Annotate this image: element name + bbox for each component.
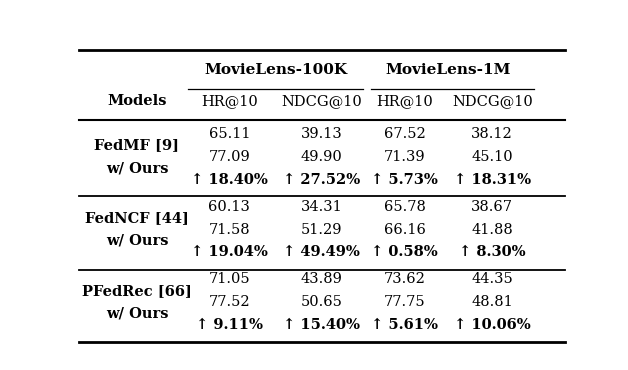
Text: ↑ 49.49%: ↑ 49.49% [283,245,360,259]
Text: MovieLens-100K: MovieLens-100K [204,63,347,77]
Text: ↑ 18.31%: ↑ 18.31% [453,173,531,187]
Text: 77.52: 77.52 [208,295,250,309]
Text: 44.35: 44.35 [472,272,513,286]
Text: FedNCF [44]: FedNCF [44] [85,211,189,225]
Text: 60.13: 60.13 [208,200,251,214]
Text: ↑ 0.58%: ↑ 0.58% [371,245,438,259]
Text: ↑ 8.30%: ↑ 8.30% [459,245,526,259]
Text: 39.13: 39.13 [301,127,343,141]
Text: 66.16: 66.16 [384,223,426,236]
Text: 71.58: 71.58 [208,223,250,236]
Text: 43.89: 43.89 [301,272,343,286]
Text: 73.62: 73.62 [384,272,426,286]
Text: ↑ 5.61%: ↑ 5.61% [371,318,438,332]
Text: 48.81: 48.81 [472,295,513,309]
Text: HR@10: HR@10 [376,94,433,108]
Text: HR@10: HR@10 [201,94,257,108]
Text: w/ Ours: w/ Ours [106,161,168,175]
Text: NDCG@10: NDCG@10 [281,94,362,108]
Text: ↑ 19.04%: ↑ 19.04% [191,245,268,259]
Text: 50.65: 50.65 [301,295,343,309]
Text: 71.05: 71.05 [208,272,250,286]
Text: Models: Models [107,94,166,108]
Text: 45.10: 45.10 [472,150,513,164]
Text: 51.29: 51.29 [301,223,343,236]
Text: w/ Ours: w/ Ours [106,234,168,248]
Text: 65.78: 65.78 [384,200,426,214]
Text: ↑ 10.06%: ↑ 10.06% [454,318,531,332]
Text: 67.52: 67.52 [384,127,425,141]
Text: NDCG@10: NDCG@10 [452,94,533,108]
Text: ↑ 27.52%: ↑ 27.52% [283,173,360,187]
Text: 71.39: 71.39 [384,150,425,164]
Text: 38.12: 38.12 [472,127,513,141]
Text: 77.09: 77.09 [208,150,250,164]
Text: ↑ 9.11%: ↑ 9.11% [196,318,263,332]
Text: 49.90: 49.90 [301,150,343,164]
Text: w/ Ours: w/ Ours [106,307,168,321]
Text: ↑ 15.40%: ↑ 15.40% [283,318,360,332]
Text: MovieLens-1M: MovieLens-1M [386,63,511,77]
Text: FedMF [9]: FedMF [9] [94,138,180,152]
Text: ↑ 5.73%: ↑ 5.73% [371,173,438,187]
Text: 65.11: 65.11 [208,127,250,141]
Text: 77.75: 77.75 [384,295,425,309]
Text: 41.88: 41.88 [472,223,513,236]
Text: 38.67: 38.67 [471,200,513,214]
Text: PFedRec [66]: PFedRec [66] [82,284,192,298]
Text: 34.31: 34.31 [301,200,343,214]
Text: ↑ 18.40%: ↑ 18.40% [191,173,268,187]
